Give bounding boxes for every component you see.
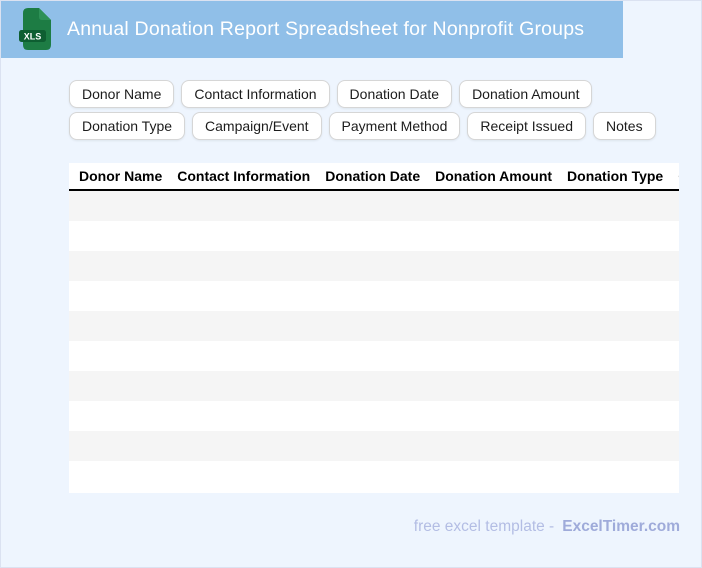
table-row <box>69 311 679 341</box>
tag-notes[interactable]: Notes <box>593 112 656 140</box>
tag-donation-type[interactable]: Donation Type <box>69 112 186 140</box>
xls-icon-label: XLS <box>24 32 42 42</box>
table-row <box>69 341 679 371</box>
tag-receipt-issued[interactable]: Receipt Issued <box>467 112 586 140</box>
page-title: Annual Donation Report Spreadsheet for N… <box>67 17 585 40</box>
tag-payment-method[interactable]: Payment Method <box>328 112 461 140</box>
xls-file-icon: XLS <box>19 8 51 50</box>
table-row <box>69 190 679 221</box>
column-header-contact-information: Contact Information <box>177 168 311 184</box>
footer-brand-link[interactable]: ExcelTimer.com <box>562 518 680 535</box>
tag-donor-name[interactable]: Donor Name <box>69 80 175 108</box>
table-row <box>69 281 679 311</box>
table-empty-cell <box>69 311 679 341</box>
table-body <box>69 190 679 491</box>
table-empty-cell <box>69 190 679 221</box>
table-row <box>69 401 679 431</box>
column-header-campaign-event: Campaign/Event <box>678 163 679 190</box>
column-header-donation-amount: Donation Amount <box>435 168 553 184</box>
header-bar: XLS Annual Donation Report Spreadsheet f… <box>1 1 623 58</box>
table-row <box>69 461 679 491</box>
table-empty-cell <box>69 341 679 371</box>
tag-contact-information[interactable]: Contact Information <box>181 80 330 108</box>
table-empty-cell <box>69 431 679 461</box>
footer-text: free excel template - <box>413 518 555 535</box>
table-empty-cell <box>69 461 679 491</box>
spreadsheet-preview: Donor Name Contact Information Donation … <box>69 163 679 493</box>
table-empty-cell <box>69 401 679 431</box>
table-empty-cell <box>69 221 679 251</box>
tag-donation-date[interactable]: Donation Date <box>336 80 453 108</box>
table-row <box>69 221 679 251</box>
tag-campaign-event[interactable]: Campaign/Event <box>192 112 322 140</box>
table-empty-cell <box>69 371 679 401</box>
donation-table: Donor Name Contact Information Donation … <box>69 163 679 491</box>
table-row <box>69 251 679 281</box>
column-header-donation-type: Donation Type <box>567 168 664 184</box>
table-empty-cell <box>69 251 679 281</box>
table-header-row: Donor Name Contact Information Donation … <box>69 163 679 190</box>
footer: free excel template - ExcelTimer.com <box>414 518 680 536</box>
table-row <box>69 431 679 461</box>
tags-row-2: Donation Type Campaign/Event Payment Met… <box>69 112 656 140</box>
column-header-donation-date: Donation Date <box>325 168 421 184</box>
column-header-donor-name: Donor Name <box>79 168 163 184</box>
table-row <box>69 371 679 401</box>
tag-donation-amount[interactable]: Donation Amount <box>459 80 593 108</box>
table-empty-cell <box>69 281 679 311</box>
tags-row-1: Donor Name Contact Information Donation … <box>69 80 593 108</box>
